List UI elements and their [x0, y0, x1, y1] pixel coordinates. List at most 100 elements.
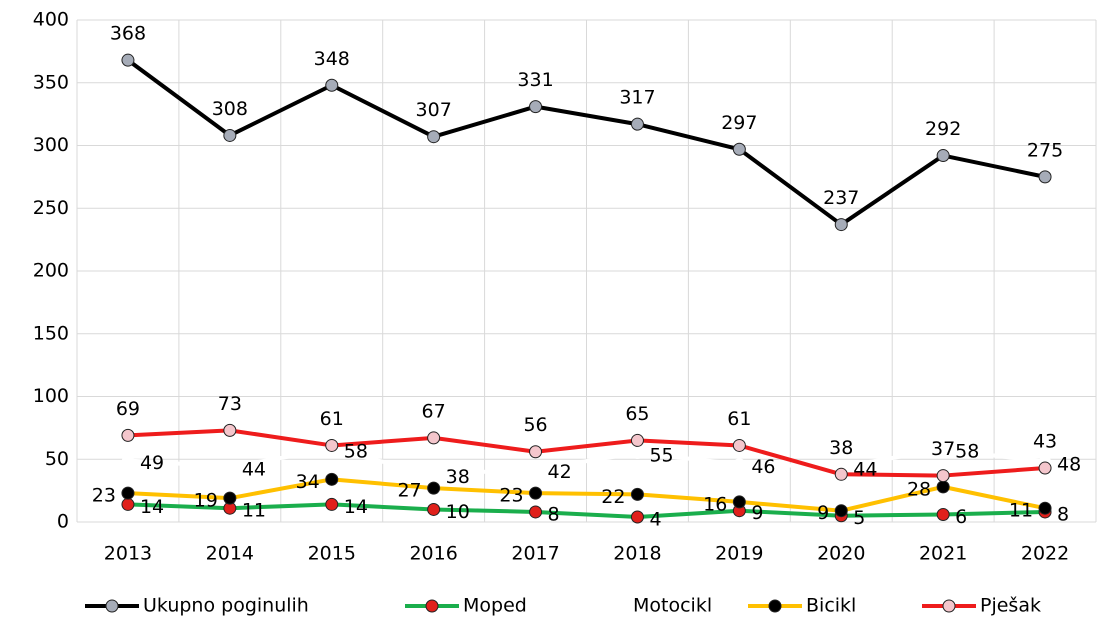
point	[325, 497, 339, 511]
data-label: 67	[422, 400, 446, 422]
data-label: 292	[925, 118, 961, 140]
point	[936, 480, 950, 494]
data-label: 237	[823, 187, 859, 209]
legend-item: Ukupno poginulih	[85, 595, 309, 617]
y-tick-label: 400	[33, 9, 69, 31]
data-label: 23	[499, 485, 523, 507]
data-label: 348	[314, 48, 350, 70]
legend-label: Bicikl	[806, 595, 856, 617]
legend-label: Motocikl	[633, 595, 712, 617]
legend-label: Ukupno poginulih	[143, 595, 309, 617]
data-label: 297	[721, 112, 757, 134]
point	[732, 142, 746, 156]
data-label: 8	[548, 503, 560, 525]
point	[937, 443, 950, 456]
data-label: 61	[727, 408, 751, 430]
x-tick-label: 2021	[919, 543, 967, 565]
point	[834, 467, 848, 481]
data-label: 331	[517, 69, 553, 91]
series-line	[127, 428, 1046, 478]
legend-marker	[768, 599, 782, 613]
data-label: 46	[751, 456, 775, 478]
y-tick-label: 50	[45, 448, 69, 470]
x-tick-label: 2018	[613, 543, 661, 565]
point	[630, 117, 644, 131]
data-label: 6	[955, 506, 967, 528]
point	[223, 128, 237, 142]
x-tick-label: 2022	[1021, 543, 1069, 565]
y-tick-label: 350	[33, 71, 69, 93]
legend-item: Motocikl	[633, 595, 712, 617]
point	[121, 497, 135, 511]
data-label: 28	[907, 478, 931, 500]
data-label: 11	[1009, 500, 1033, 522]
data-label: 14	[140, 496, 164, 518]
point	[427, 130, 441, 144]
data-label: 44	[242, 458, 266, 480]
y-tick-label: 150	[33, 322, 69, 344]
legend-marker	[425, 599, 439, 613]
data-label: 23	[92, 485, 116, 507]
point	[631, 446, 644, 459]
data-label: 65	[625, 403, 649, 425]
point	[427, 481, 441, 495]
point	[630, 510, 644, 524]
point	[529, 100, 543, 114]
x-tick-label: 2017	[511, 543, 559, 565]
point	[427, 502, 441, 516]
point	[223, 491, 237, 505]
series-line	[127, 477, 1046, 513]
point	[936, 149, 950, 163]
data-label: 19	[194, 490, 218, 512]
data-label: 69	[116, 398, 140, 420]
data-label: 34	[296, 471, 320, 493]
point	[732, 495, 746, 509]
legend-marker	[105, 599, 119, 613]
point	[121, 454, 134, 467]
data-label: 307	[416, 99, 452, 121]
data-label: 317	[619, 87, 655, 109]
data-label: 73	[218, 393, 242, 415]
x-tick-label: 2020	[817, 543, 865, 565]
data-label: 14	[344, 496, 368, 518]
legend-item: Pješak	[922, 595, 1041, 617]
data-label: 5	[853, 507, 865, 529]
point	[427, 468, 440, 481]
point	[529, 486, 543, 500]
legend-label: Moped	[463, 595, 527, 617]
data-label: 9	[751, 502, 763, 524]
series-line	[126, 58, 1046, 227]
data-label: 38	[829, 437, 853, 459]
data-label: 8	[1057, 503, 1069, 525]
x-tick-label: 2016	[409, 543, 457, 565]
y-tick-label: 300	[33, 134, 69, 156]
data-label: 44	[853, 458, 877, 480]
point	[733, 458, 746, 471]
point	[325, 78, 339, 92]
data-label: 27	[397, 480, 421, 502]
data-label: 55	[649, 444, 673, 466]
point	[529, 445, 543, 459]
data-label: 9	[817, 502, 829, 524]
data-label: 56	[523, 414, 547, 436]
point	[325, 438, 339, 452]
data-label: 49	[140, 452, 164, 474]
legend-marker	[942, 599, 956, 613]
y-tick-label: 0	[57, 511, 69, 533]
point	[529, 505, 543, 519]
x-tick-label: 2015	[308, 543, 356, 565]
data-label: 10	[446, 501, 470, 523]
data-label: 11	[242, 500, 266, 522]
data-label: 58	[344, 441, 368, 463]
x-tick-label: 2014	[206, 543, 254, 565]
data-label: 308	[212, 98, 248, 120]
x-tick-label: 2013	[104, 543, 152, 565]
data-label: 48	[1057, 453, 1081, 475]
series-line	[127, 502, 1046, 519]
point	[121, 53, 135, 67]
data-label: 58	[955, 441, 979, 463]
point	[121, 428, 135, 442]
data-label: 22	[601, 486, 625, 508]
point	[936, 469, 950, 483]
